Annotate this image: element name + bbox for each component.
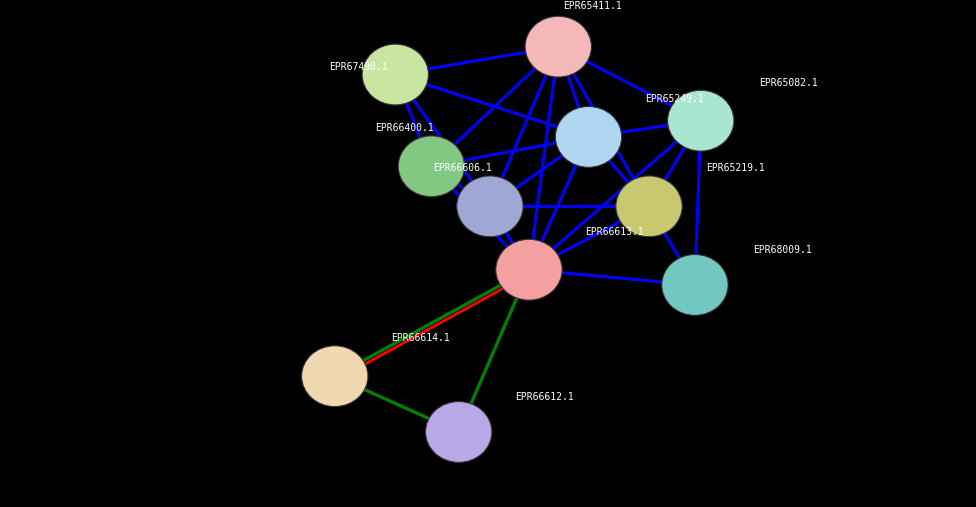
Text: EPR66614.1: EPR66614.1 bbox=[391, 333, 450, 343]
Ellipse shape bbox=[616, 176, 682, 237]
Ellipse shape bbox=[555, 106, 622, 167]
Ellipse shape bbox=[457, 176, 523, 237]
Text: EPR65219.1: EPR65219.1 bbox=[706, 163, 764, 173]
Text: EPR67498.1: EPR67498.1 bbox=[329, 62, 387, 72]
Ellipse shape bbox=[426, 402, 492, 462]
Ellipse shape bbox=[496, 239, 562, 300]
Ellipse shape bbox=[668, 90, 734, 151]
Ellipse shape bbox=[362, 44, 428, 105]
Text: EPR66400.1: EPR66400.1 bbox=[375, 123, 433, 133]
Text: EPR65249.1: EPR65249.1 bbox=[645, 94, 704, 104]
Ellipse shape bbox=[525, 16, 591, 77]
Ellipse shape bbox=[398, 136, 465, 197]
Ellipse shape bbox=[662, 255, 728, 315]
Text: EPR66612.1: EPR66612.1 bbox=[515, 391, 574, 402]
Text: EPR68009.1: EPR68009.1 bbox=[753, 244, 812, 255]
Text: EPR65082.1: EPR65082.1 bbox=[759, 78, 818, 88]
Text: EPR65411.1: EPR65411.1 bbox=[563, 1, 622, 11]
Ellipse shape bbox=[302, 346, 368, 407]
Text: EPR66606.1: EPR66606.1 bbox=[433, 163, 492, 173]
Text: EPR66613.1: EPR66613.1 bbox=[586, 227, 644, 237]
